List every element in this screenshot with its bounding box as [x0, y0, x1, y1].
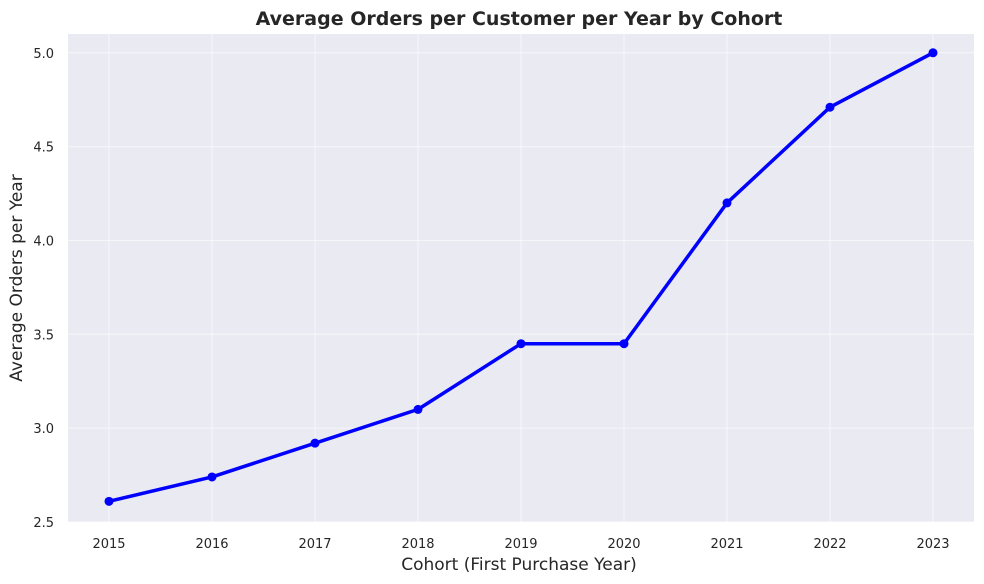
data-point-2018: [413, 404, 423, 414]
data-point-2017: [310, 438, 320, 448]
data-point-2016: [207, 472, 217, 482]
y-tick-label: 3.0: [33, 422, 54, 437]
y-tick-label: 4.0: [33, 234, 54, 249]
x-tick-label: 2016: [195, 537, 228, 552]
x-tick-label: 2015: [92, 537, 125, 552]
x-tick-label: 2022: [813, 537, 846, 552]
y-tick-label: 5.0: [33, 47, 54, 62]
data-point-2023: [928, 48, 938, 58]
data-point-2019: [516, 339, 526, 349]
y-tick-label: 3.5: [33, 328, 54, 343]
y-axis-label: Average Orders per Year: [7, 174, 27, 381]
y-axis-ticks: 2.5 3.0 3.5 4.0 4.5 5.0: [33, 47, 54, 531]
y-tick-label: 2.5: [33, 516, 54, 531]
x-tick-label: 2017: [298, 537, 331, 552]
grid-lines: [68, 34, 974, 523]
series-layer: [104, 48, 938, 506]
y-tick-label: 4.5: [33, 141, 54, 156]
x-tick-label: 2020: [607, 537, 640, 552]
x-tick-label: 2018: [401, 537, 434, 552]
data-point-2022: [825, 102, 835, 112]
x-tick-label: 2021: [710, 537, 743, 552]
x-axis-label: Cohort (First Purchase Year): [401, 555, 637, 575]
chart-title: Average Orders per Customer per Year by …: [256, 8, 783, 30]
x-axis-ticks: 2015 2016 2017 2018 2019 2020 2021 2022 2023: [92, 537, 949, 552]
x-tick-label: 2023: [916, 537, 949, 552]
data-point-2020: [619, 339, 629, 349]
data-point-2015: [104, 496, 114, 506]
data-point-2021: [722, 198, 732, 208]
x-tick-label: 2019: [504, 537, 537, 552]
